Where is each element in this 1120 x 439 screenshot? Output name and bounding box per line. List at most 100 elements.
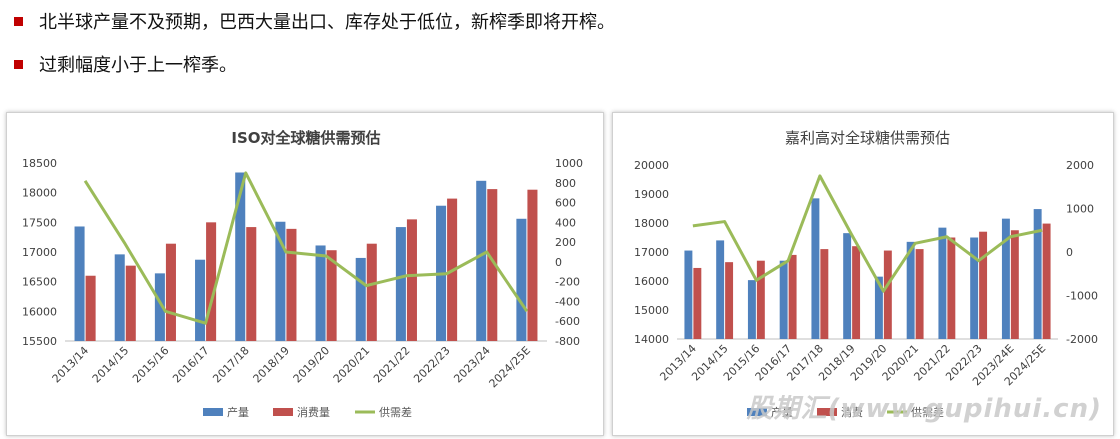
bullet-text: 过剩幅度小于上一榨季。	[39, 55, 237, 76]
y-tick-label: 20000	[634, 159, 669, 172]
consumption-bar	[366, 243, 377, 341]
consumption-bar	[165, 243, 176, 341]
consumption-bar	[756, 260, 765, 339]
y2-tick-label: -200	[555, 276, 580, 289]
consumption-bar	[206, 222, 217, 341]
y-tick-label: 18500	[22, 157, 57, 170]
production-bar	[684, 250, 693, 339]
production-bar	[114, 254, 125, 341]
y2-tick-label: 1000	[1066, 203, 1094, 216]
legend-consumption: 消费量	[297, 405, 330, 419]
y2-tick-label: -2000	[1066, 333, 1098, 346]
bullet-item: 北半球产量不及预期，巴西大量出口、库存处于低位，新榨季即将开榨。	[14, 8, 615, 34]
consumption-bar	[725, 262, 734, 339]
bullet-text: 北半球产量不及预期，巴西大量出口、库存处于低位，新榨季即将开榨。	[39, 12, 615, 33]
y-tick-label: 17000	[634, 246, 669, 259]
y2-tick-label: -1000	[1066, 290, 1098, 303]
y2-tick-label: 1000	[555, 157, 583, 170]
y2-tick-label: 0	[555, 256, 562, 269]
consumption-bar	[1042, 223, 1051, 339]
consumption-bar	[125, 265, 136, 341]
production-bar	[275, 221, 286, 341]
iso-chart-panel: ISO对全球糖供需预估 15500 16000 16500 17000 17500 1800…	[6, 112, 604, 436]
consumption-bar	[979, 231, 988, 339]
x-tick-label: 2016/17	[170, 344, 212, 386]
production-bar	[716, 240, 725, 339]
production-bar	[516, 218, 527, 341]
legend-balance: 供需差	[379, 405, 412, 419]
production-bar	[970, 237, 979, 339]
y-tick-label: 14000	[634, 333, 669, 346]
consumption-bar	[852, 246, 861, 339]
y-tick-label: 16000	[634, 275, 669, 288]
chart-title: ISO对全球糖供需预估	[231, 129, 380, 147]
x-tick-label: 2023/24	[451, 344, 493, 386]
y-tick-label: 17500	[22, 216, 57, 229]
legend-production: 产量	[771, 405, 793, 419]
x-tick-label: 2014/15	[90, 344, 132, 386]
production-bar	[355, 257, 366, 341]
production-bar	[154, 273, 165, 341]
production-bar	[195, 259, 206, 341]
consumption-bar	[883, 250, 892, 339]
production-bar	[843, 233, 852, 339]
legend-consumption: 消费	[841, 405, 863, 419]
production-bar	[315, 245, 326, 341]
y-tick-label: 18000	[22, 187, 57, 200]
consumption-bar	[788, 254, 797, 339]
x-tick-label: 2020/21	[331, 344, 373, 386]
jialigao-chart-panel: 嘉利高对全球糖供需预估 14000 15000 16000 17000 18000 1900…	[612, 112, 1114, 436]
y-tick-label: 17000	[22, 246, 57, 259]
y-tick-label: 15000	[634, 304, 669, 317]
legend-consumption-swatch	[817, 408, 837, 416]
bullet-item: 过剩幅度小于上一榨季。	[14, 51, 237, 77]
jialigao-chart: 嘉利高对全球糖供需预估 14000 15000 16000 17000 18000 1900…	[634, 129, 1098, 419]
y2-tick-label: 200	[555, 236, 576, 249]
y-tick-label: 19000	[634, 188, 669, 201]
production-bar	[1001, 218, 1010, 339]
y2-tick-label: 400	[555, 216, 576, 229]
chart-title: 嘉利高对全球糖供需预估	[785, 129, 950, 147]
production-bar	[906, 241, 915, 339]
consumption-bar	[820, 249, 829, 339]
y-tick-label: 16500	[22, 276, 57, 289]
consumption-bar	[286, 228, 297, 341]
legend-production-swatch	[203, 408, 223, 416]
production-bar	[779, 260, 788, 339]
x-tick-label: 2015/16	[130, 344, 172, 386]
consumption-bar	[326, 250, 337, 341]
production-bar	[235, 172, 246, 341]
watermark: 股期汇(www.gupihui.cn)	[746, 394, 1102, 424]
production-bar	[74, 226, 85, 341]
legend-consumption-swatch	[273, 408, 293, 416]
y2-tick-label: -600	[555, 315, 580, 328]
x-tick-label: 2017/18	[210, 344, 252, 386]
y2-tick-label: 2000	[1066, 159, 1094, 172]
balance-line	[83, 171, 529, 325]
production-bar	[747, 280, 756, 339]
production-bar	[874, 276, 883, 339]
y2-tick-label: -800	[555, 335, 580, 348]
y2-tick-label: 600	[555, 197, 576, 210]
consumption-bar	[693, 267, 702, 339]
bullet-marker	[14, 16, 23, 26]
consumption-bar	[406, 219, 417, 341]
production-bar	[1033, 209, 1042, 339]
y-tick-label: 16000	[22, 305, 57, 318]
y2-tick-label: 800	[555, 177, 576, 190]
consumption-bar	[527, 189, 538, 341]
consumption-bar	[947, 237, 956, 339]
x-tick-label: 2024/25E	[487, 344, 533, 390]
x-tick-label: 2021/22	[371, 344, 413, 386]
y2-tick-label: 0	[1066, 246, 1073, 259]
production-bar	[395, 227, 406, 341]
y-tick-label: 18000	[634, 217, 669, 230]
x-tick-label: 2022/23	[411, 344, 453, 386]
bullet-marker	[14, 59, 23, 69]
consumption-bar	[915, 249, 924, 339]
consumption-bar	[1010, 230, 1019, 339]
y2-tick-label: -400	[555, 295, 580, 308]
iso-chart: ISO对全球糖供需预估 15500 16000 16500 17000 17500 1800…	[22, 129, 583, 419]
x-tick-label: 2019/20	[291, 344, 333, 386]
y-tick-label: 15500	[22, 335, 57, 348]
